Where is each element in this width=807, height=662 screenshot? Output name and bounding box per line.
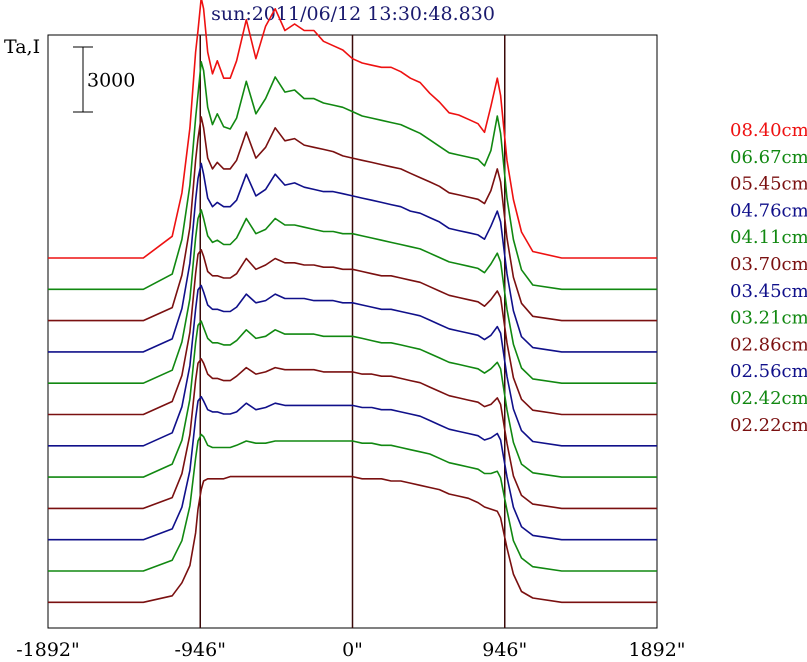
scale-bar: 3000 <box>73 46 135 113</box>
legend-entry-3: 04.76cm <box>730 200 807 221</box>
legend-entry-4: 04.11cm <box>730 227 807 248</box>
series-line-10 <box>48 433 657 572</box>
x-tick-label-3: 946" <box>482 639 527 661</box>
series-line-1 <box>48 61 657 291</box>
legend-entry-9: 02.56cm <box>730 361 807 382</box>
scale-bar-label: 3000 <box>87 70 135 92</box>
y-axis-label: Ta,I <box>4 36 40 58</box>
series-line-8 <box>48 358 657 510</box>
legend: 08.40cm 06.67cm 05.45cm 04.76cm 04.11cm 03.70… <box>730 120 807 436</box>
legend-entry-6: 03.45cm <box>730 281 807 302</box>
series-group <box>48 0 657 604</box>
x-tick-label-4: 1892" <box>628 639 685 661</box>
chart-title: sun:2011/06/12 13:30:48.830 <box>211 3 495 25</box>
x-tick-label-0: -1892" <box>16 639 80 661</box>
legend-entry-0: 08.40cm <box>730 120 807 141</box>
series-line-6 <box>48 284 657 447</box>
legend-entry-8: 02.86cm <box>730 334 807 355</box>
series-line-0 <box>48 0 657 259</box>
legend-entry-5: 03.70cm <box>730 254 807 275</box>
legend-entry-7: 03.21cm <box>730 308 807 329</box>
legend-entry-10: 02.42cm <box>730 388 807 409</box>
series-line-2 <box>48 116 657 322</box>
legend-entry-11: 02.22cm <box>730 415 807 436</box>
x-tick-label-1: -946" <box>175 639 226 661</box>
x-tick-labels: -1892" -946" 0" 946" 1892" <box>16 639 685 661</box>
series-line-5 <box>48 249 657 416</box>
legend-entry-1: 06.67cm <box>730 147 807 168</box>
series-line-11 <box>48 475 657 604</box>
legend-entry-2: 05.45cm <box>730 174 807 195</box>
x-tick-label-2: 0" <box>342 639 363 661</box>
series-line-9 <box>48 395 657 541</box>
series-line-3 <box>48 162 657 353</box>
series-line-4 <box>48 209 657 384</box>
series-line-7 <box>48 320 657 478</box>
